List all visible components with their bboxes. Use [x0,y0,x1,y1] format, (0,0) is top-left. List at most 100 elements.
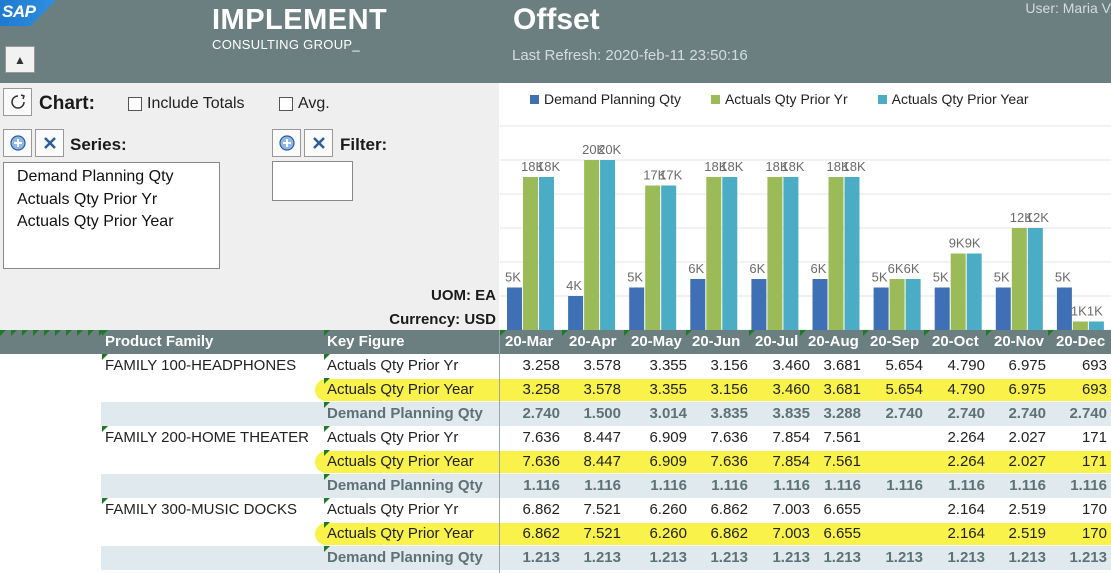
bar-demand-planning-qty[interactable] [812,279,828,330]
value-cell[interactable]: 4.790 [947,381,985,398]
value-cell[interactable]: 1.116 [886,477,923,494]
key-figure-cell[interactable]: Demand Planning Qty [327,405,483,422]
value-cell[interactable]: 7.636 [522,429,560,446]
value-cell[interactable]: 1.213 [823,549,861,566]
value-cell[interactable]: 7.854 [772,453,810,470]
col-header-month[interactable]: 20-Mar [505,333,554,350]
value-cell[interactable]: 1.116 [1009,477,1046,494]
collapse-button[interactable]: ▲ [5,46,35,73]
value-cell[interactable]: 1.213 [1008,549,1046,566]
value-cell[interactable]: 170 [1081,501,1107,518]
value-cell[interactable]: 1.213 [947,549,985,566]
value-cell[interactable]: 7.854 [772,429,810,446]
bar-actuals-qty-prior-year[interactable] [722,177,738,330]
value-cell[interactable]: 1.213 [522,549,560,566]
value-cell[interactable]: 6.862 [710,525,748,542]
series-list-item[interactable]: Demand Planning Qty [17,168,174,185]
value-cell[interactable]: 3.355 [649,357,687,374]
col-header-month[interactable]: 20-Nov [994,333,1045,350]
value-cell[interactable]: 3.355 [649,381,687,398]
value-cell[interactable]: 1.213 [1069,549,1107,566]
col-header-month[interactable]: 20-May [631,333,682,350]
key-figure-cell[interactable]: Actuals Qty Prior Year [327,381,474,398]
value-cell[interactable]: 6.862 [522,525,560,542]
value-cell[interactable]: 2.164 [947,501,985,518]
value-cell[interactable]: 6.975 [1008,381,1046,398]
value-cell[interactable]: 3.835 [772,405,810,422]
value-cell[interactable]: 6.260 [649,525,687,542]
value-cell[interactable]: 2.740 [522,405,560,422]
col-header-month[interactable]: 20-Apr [569,333,617,350]
value-cell[interactable]: 693 [1081,381,1107,398]
bar-actuals-qty-prior-yr[interactable] [828,177,844,330]
value-cell[interactable]: 1.116 [948,477,985,494]
bar-actuals-qty-prior-yr[interactable] [889,279,905,330]
value-cell[interactable]: 3.681 [823,357,861,374]
value-cell[interactable]: 2.740 [885,405,923,422]
value-cell[interactable]: 1.213 [649,549,687,566]
value-cell[interactable]: 7.521 [583,525,621,542]
value-cell[interactable]: 1.213 [772,549,810,566]
avg-checkbox[interactable]: Avg. [279,95,330,113]
value-cell[interactable]: 1.500 [583,405,621,422]
col-header-month[interactable]: 20-Oct [932,333,979,350]
key-figure-cell[interactable]: Actuals Qty Prior Yr [327,357,459,374]
value-cell[interactable]: 1.116 [773,477,810,494]
value-cell[interactable]: 3.258 [522,357,560,374]
value-cell[interactable]: 7.636 [522,453,560,470]
bar-actuals-qty-prior-yr[interactable] [584,160,600,330]
product-family-cell[interactable]: FAMILY 100-HEADPHONES [105,357,297,374]
bar-actuals-qty-prior-year[interactable] [600,160,616,330]
add-series-button[interactable] [3,129,32,157]
value-cell[interactable]: 1.116 [584,477,621,494]
bar-actuals-qty-prior-year[interactable] [783,177,799,330]
value-cell[interactable]: 7.561 [823,453,861,470]
value-cell[interactable]: 1.213 [710,549,748,566]
bar-actuals-qty-prior-yr[interactable] [706,177,722,330]
value-cell[interactable]: 2.027 [1008,453,1046,470]
value-cell[interactable]: 2.264 [947,453,985,470]
value-cell[interactable]: 6.975 [1008,357,1046,374]
col-header-product-family[interactable]: Product Family [105,333,214,350]
value-cell[interactable]: 7.636 [710,453,748,470]
value-cell[interactable]: 2.164 [947,525,985,542]
value-cell[interactable]: 3.156 [710,357,748,374]
bar-demand-planning-qty[interactable] [690,279,706,330]
series-list-item[interactable]: Actuals Qty Prior Yr [17,190,158,208]
bar-demand-planning-qty[interactable] [873,287,889,331]
key-figure-cell[interactable]: Demand Planning Qty [327,549,483,566]
bar-actuals-qty-prior-year[interactable] [1088,321,1104,331]
col-header-month[interactable]: 20-Sep [870,333,920,350]
value-cell[interactable]: 7.003 [772,501,810,518]
remove-filter-button[interactable] [304,129,333,157]
col-header-month[interactable]: 20-Dec [1056,333,1106,350]
checkbox-box[interactable] [279,97,293,111]
value-cell[interactable]: 7.521 [583,501,621,518]
bar-demand-planning-qty[interactable] [995,287,1011,331]
bar-demand-planning-qty[interactable] [934,287,950,331]
value-cell[interactable]: 3.835 [710,405,748,422]
value-cell[interactable]: 8.447 [583,429,621,446]
value-cell[interactable]: 2.264 [947,429,985,446]
value-cell[interactable]: 2.740 [947,405,985,422]
series-listbox[interactable]: Demand Planning Qty Actuals Qty Prior Yr… [3,162,220,269]
value-cell[interactable]: 6.909 [649,453,687,470]
value-cell[interactable]: 3.681 [823,381,861,398]
bar-actuals-qty-prior-year[interactable] [661,185,677,331]
key-figure-cell[interactable]: Actuals Qty Prior Year [327,525,474,542]
value-cell[interactable]: 1.213 [885,549,923,566]
value-cell[interactable]: 1.116 [523,477,560,494]
bar-actuals-qty-prior-year[interactable] [844,177,860,330]
value-cell[interactable]: 171 [1081,453,1107,470]
value-cell[interactable]: 1.116 [824,477,861,494]
bar-actuals-qty-prior-yr[interactable] [950,253,966,331]
value-cell[interactable]: 3.014 [649,405,687,422]
include-totals-checkbox[interactable]: Include Totals [128,95,245,113]
value-cell[interactable]: 6.862 [710,501,748,518]
value-cell[interactable]: 7.636 [710,429,748,446]
value-cell[interactable]: 170 [1081,525,1107,542]
bar-demand-planning-qty[interactable] [568,296,584,330]
value-cell[interactable]: 5.654 [885,381,923,398]
value-cell[interactable]: 2.519 [1008,501,1046,518]
value-cell[interactable]: 3.288 [823,405,861,422]
